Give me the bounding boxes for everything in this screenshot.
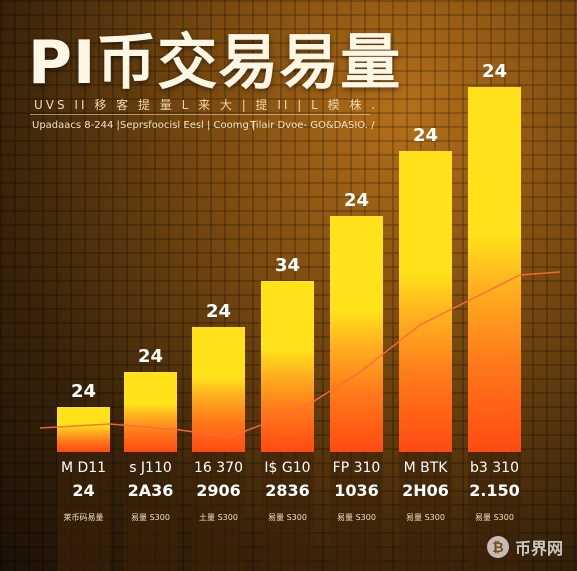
bar-plate <box>57 452 110 571</box>
x-tick-label: 16 370 <box>194 460 243 476</box>
bar-value-label: 24 <box>413 125 438 146</box>
bar-note: 易量 S300 <box>406 513 445 522</box>
bar-bottom-value: 24 <box>72 481 94 500</box>
bar-value-label: 24 <box>482 61 507 82</box>
bar-plate <box>330 452 383 571</box>
bar-value-label: 24 <box>138 346 163 367</box>
bar-note: 莱币码易量 <box>64 512 104 522</box>
bar-plate <box>124 452 177 571</box>
title-rule <box>30 114 370 115</box>
bar-bottom-value: 1036 <box>334 481 379 500</box>
bar-note: 易量 S300 <box>475 513 514 522</box>
bar-bottom-value: 2906 <box>196 481 241 500</box>
caption-right: Tilair Dvoe- GO&DASIO. / <box>250 120 375 131</box>
x-tick-label: M D11 <box>61 460 106 476</box>
trend-line <box>39 271 561 438</box>
bar <box>124 372 177 452</box>
x-tick-label: M BTK <box>404 460 449 476</box>
bar-bottom-value: 2836 <box>265 481 310 500</box>
caption-left: Upadaacs 8-244 | <box>32 120 120 131</box>
watermark-text: 币界网 <box>514 539 563 558</box>
bar-value-label: 24 <box>71 381 96 402</box>
x-tick-label: FP 310 <box>333 460 381 476</box>
bar-plate <box>399 452 452 571</box>
x-tick-label: b3 310 <box>470 460 519 476</box>
bar <box>468 87 521 452</box>
bar-note: 易量 S300 <box>131 513 170 522</box>
bar <box>261 281 314 452</box>
bar-note: 易量 S300 <box>337 513 376 522</box>
x-tick-label: s J110 <box>129 460 172 476</box>
bar <box>57 407 110 452</box>
bar <box>192 327 245 452</box>
bar-bottom-value: 2H06 <box>402 481 449 500</box>
x-tick-label: I$ G10 <box>264 460 310 476</box>
bar-bottom-value: 2.150 <box>469 481 520 500</box>
watermark: ₿ 币界网 <box>486 535 563 559</box>
chart-title: PI币交易易量 <box>28 28 402 98</box>
caption-middle: Seprsfoocisl Eesl | Coomg | <box>120 120 256 131</box>
bar <box>399 151 452 452</box>
chart-subtitle: UVS II 移 客 提 量 L 来 大 | 提 II | L 模 株 . <box>34 98 379 112</box>
bar-plate <box>192 452 245 571</box>
bar-value-label: 24 <box>206 301 231 322</box>
bar-value-label: 24 <box>344 190 369 211</box>
bar-bottom-value: 2A36 <box>128 481 174 500</box>
bar-note: 土量 S300 <box>199 512 238 522</box>
bar-note: 易量 S300 <box>268 513 307 522</box>
bar-plate <box>261 452 314 571</box>
bitcoin-icon: ₿ <box>486 536 509 558</box>
bar <box>330 216 383 452</box>
bar-value-label: 34 <box>275 255 300 276</box>
